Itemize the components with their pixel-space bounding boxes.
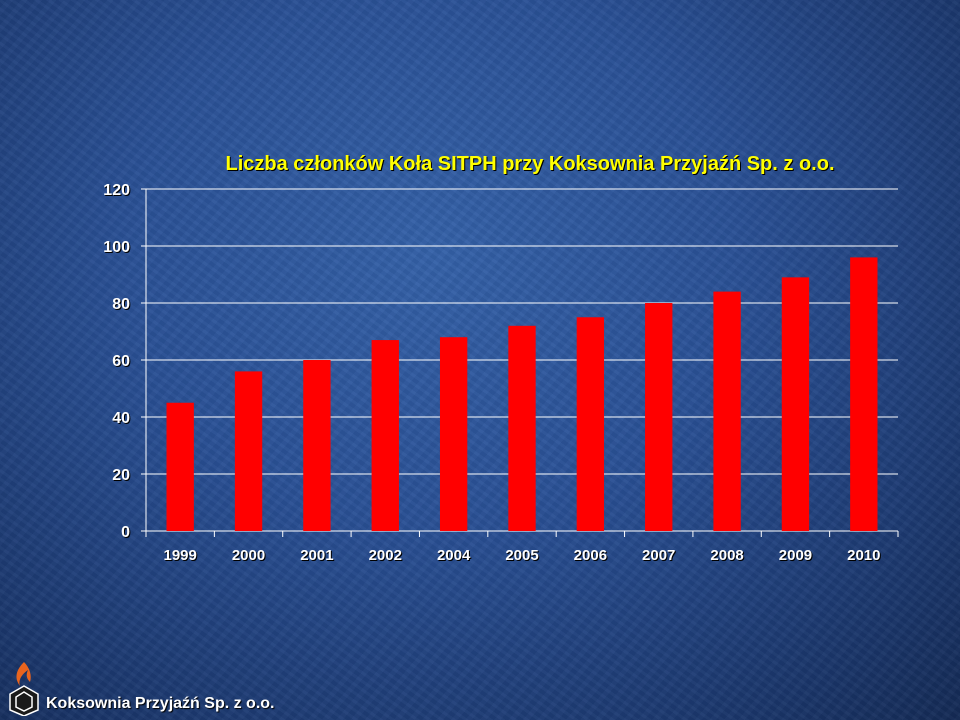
x-tick-labels: 1999 2000 2001 2002 2004 2005 2006 2007 2008 2009… (163, 547, 880, 564)
x-tick-label: 2005 (505, 547, 538, 564)
x-tick-label: 2001 (300, 547, 333, 564)
bar-2004 (439, 337, 468, 531)
bar-2000 (234, 371, 263, 531)
chart-title: Liczba członków Koła SITPH przy Koksowni… (226, 153, 835, 175)
x-tick-label: 2009 (779, 547, 812, 564)
y-tick-label: 20 (112, 467, 130, 484)
footer-company-name: Koksownia Przyjaźń Sp. z o.o. (46, 695, 275, 712)
y-tick-label: 100 (103, 239, 130, 256)
x-tick-label: 2008 (710, 547, 743, 564)
x-tick-label: 2002 (369, 547, 402, 564)
x-tick-label: 2006 (574, 547, 607, 564)
bar-1999 (166, 402, 194, 531)
bar-2010 (850, 257, 878, 531)
bar-2005 (508, 325, 536, 531)
x-tick-label: 2004 (437, 547, 471, 564)
x-tick-label: 1999 (163, 547, 196, 564)
bar-2008 (713, 291, 741, 531)
bars (166, 257, 878, 531)
y-tick-label: 40 (112, 410, 130, 427)
bar-2006 (576, 317, 605, 531)
y-tick-label: 60 (112, 353, 130, 370)
footer: Koksownia Przyjaźń Sp. z o.o. (8, 658, 274, 716)
x-tick-label: 2000 (232, 547, 265, 564)
x-tick-label: 2007 (642, 547, 675, 564)
y-tick-label: 120 (103, 182, 130, 199)
bar-2001 (303, 360, 331, 531)
bar-2007 (645, 303, 673, 531)
y-tick-label: 0 (121, 524, 130, 541)
bar-2002 (371, 340, 399, 531)
y-tick-label: 80 (112, 296, 130, 313)
x-tick-label: 2010 (847, 547, 880, 564)
y-tick-labels: 0 20 40 60 80 100 120 (103, 182, 130, 541)
coke-plant-logo-icon (9, 662, 39, 716)
bar-2009 (781, 277, 810, 531)
